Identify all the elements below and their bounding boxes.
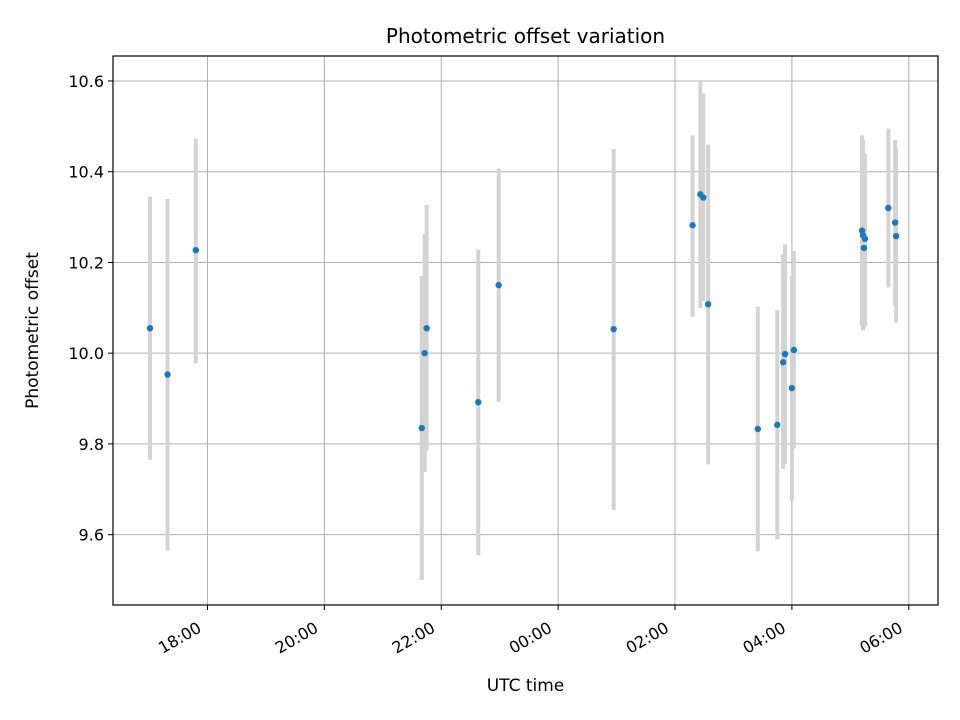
data-point <box>892 232 900 240</box>
data-point <box>860 244 868 252</box>
data-point <box>754 425 762 433</box>
plot-area-frame <box>112 55 939 606</box>
data-point <box>861 235 869 243</box>
grid-lines <box>113 56 938 605</box>
data-point <box>774 421 781 429</box>
x-axis-title: UTC time <box>487 676 565 696</box>
data-point <box>146 325 154 332</box>
data-point <box>689 222 696 229</box>
data-point <box>781 350 789 358</box>
y-tick-label: 10.0 <box>68 344 104 363</box>
data-point <box>475 398 482 406</box>
data-point <box>700 194 707 201</box>
y-tick-label: 9.6 <box>79 526 104 545</box>
data-point <box>704 300 712 308</box>
data-point <box>192 246 199 254</box>
data-point <box>418 424 425 432</box>
data-point <box>779 359 787 366</box>
y-tick-label: 10.2 <box>68 253 104 272</box>
chart-title: Photometric offset variation <box>386 24 665 48</box>
data-point <box>495 281 502 289</box>
data-point <box>610 325 617 333</box>
y-tick-label: 10.4 <box>68 163 104 182</box>
data-points <box>146 191 900 433</box>
data-point <box>421 349 428 357</box>
y-axis-title: Photometric offset <box>23 252 43 409</box>
data-point <box>790 346 798 354</box>
data-point <box>885 204 892 212</box>
y-tick-label: 10.6 <box>68 72 104 91</box>
data-point <box>891 219 899 226</box>
data-point <box>164 371 171 378</box>
data-point <box>423 325 430 332</box>
data-point <box>788 384 796 392</box>
y-tick-label: 9.8 <box>79 435 104 454</box>
